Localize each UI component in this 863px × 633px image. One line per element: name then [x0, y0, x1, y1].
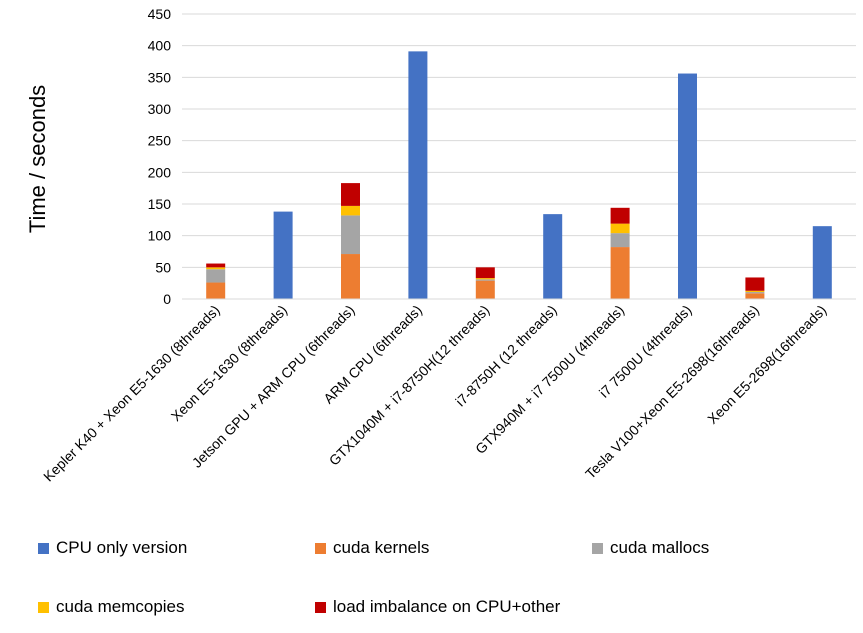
- bar-load-imbalance-on-cpu-other: [475, 267, 495, 279]
- y-tick-label: 100: [148, 228, 172, 244]
- bar-cuda-memcopies: [475, 278, 495, 280]
- bar-load-imbalance-on-cpu-other: [341, 183, 360, 206]
- x-tick-label: Xeon E5-1630 (8threads): [168, 302, 290, 424]
- bar-cuda-mallocs: [610, 233, 630, 248]
- y-tick-label: 350: [148, 69, 172, 85]
- bar-cuda-memcopies: [341, 205, 360, 216]
- x-tick-label: GTX940M + i7 7500U (4threads): [472, 302, 627, 457]
- x-tick-label: Xeon E5-2698(16threads): [704, 302, 829, 427]
- bar-cpu-only-version: [543, 214, 563, 299]
- bars: [206, 51, 832, 300]
- bar-cuda-kernels: [206, 282, 226, 299]
- bar-cuda-memcopies: [206, 267, 226, 270]
- bar-cuda-mallocs: [206, 269, 226, 283]
- bar-cuda-mallocs: [341, 215, 360, 255]
- bar-cuda-memcopies: [745, 290, 765, 293]
- y-tick-label: 150: [148, 196, 172, 212]
- y-tick-label: 0: [163, 291, 171, 307]
- bar-cuda-kernels: [341, 254, 360, 299]
- y-tick-label: 250: [148, 133, 172, 149]
- y-axis-ticks: 0 50 100 150 200 250 300 350 400 450: [148, 6, 172, 307]
- bar-cuda-mallocs: [475, 279, 495, 281]
- bar-cuda-memcopies: [610, 223, 630, 234]
- y-tick-label: 300: [148, 101, 172, 117]
- y-tick-label: 200: [148, 164, 172, 180]
- bar-cpu-only-version: [273, 211, 293, 299]
- bar-cuda-kernels: [610, 247, 630, 299]
- y-tick-label: 450: [148, 6, 172, 22]
- bar-cpu-only-version: [408, 51, 428, 299]
- bar-cuda-kernels: [745, 293, 765, 299]
- gridlines: [182, 13, 856, 268]
- bar-load-imbalance-on-cpu-other: [206, 263, 226, 268]
- y-axis-label: Time / seconds: [25, 85, 50, 233]
- y-tick-label: 50: [155, 259, 171, 275]
- bar-cpu-only-version: [678, 73, 697, 300]
- bar-load-imbalance-on-cpu-other: [610, 207, 630, 224]
- bar-cpu-only-version: [812, 226, 832, 299]
- bar-cuda-mallocs: [745, 292, 765, 294]
- bar-cuda-kernels: [475, 280, 495, 299]
- y-tick-label: 400: [148, 38, 172, 54]
- bar-load-imbalance-on-cpu-other: [745, 277, 765, 291]
- x-axis-ticks: Kepler K40 + Xeon E5-1630 (8threads)Xeon…: [40, 302, 829, 485]
